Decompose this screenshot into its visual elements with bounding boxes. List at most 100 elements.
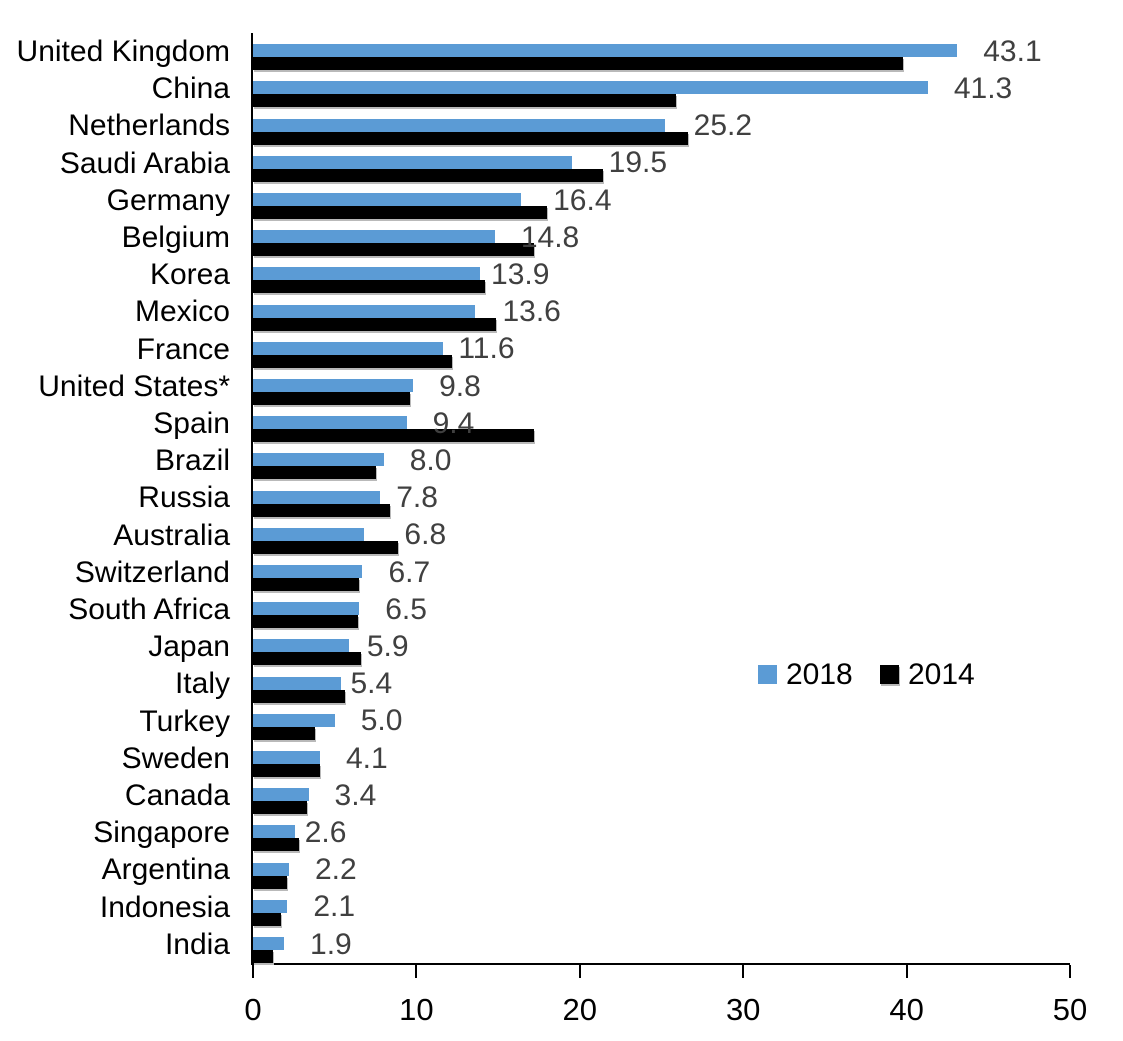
- category-label: Saudi Arabia: [59, 146, 230, 180]
- x-tick-label: 10: [399, 992, 434, 1027]
- legend-swatch-2014: [880, 665, 899, 684]
- category-label: Switzerland: [74, 555, 230, 589]
- category-label: Japan: [148, 630, 230, 664]
- value-label: 25.2: [693, 109, 753, 143]
- value-label: 6.8: [404, 518, 447, 552]
- bar-2014: [253, 838, 299, 852]
- category-label: Singapore: [93, 816, 230, 850]
- value-label: 11.6: [458, 332, 515, 366]
- value-label: 1.9: [310, 927, 352, 961]
- bar-2018: [253, 751, 320, 764]
- bar-2014: [253, 280, 486, 294]
- bar-2014: [253, 726, 316, 740]
- category-label: Mexico: [134, 295, 230, 329]
- value-label: 4.1: [345, 741, 388, 775]
- value-label: 6.5: [385, 592, 427, 626]
- category-label: Canada: [124, 779, 230, 812]
- legend-label-2014: 2014: [908, 658, 975, 691]
- x-axis-tick: [252, 965, 254, 978]
- value-label: 5.0: [360, 704, 403, 738]
- value-label: 13.9: [491, 257, 550, 291]
- bar-2018: [253, 639, 350, 653]
- value-label: 5.9: [366, 629, 409, 663]
- bar-2018: [253, 341, 443, 355]
- value-label: 16.4: [553, 183, 612, 217]
- category-label: China: [151, 72, 230, 106]
- category-label: Australia: [113, 518, 230, 552]
- value-label: 7.8: [396, 481, 438, 515]
- category-label: Brazil: [154, 444, 230, 478]
- bar-2014: [253, 875, 288, 889]
- bar-2018: [253, 527, 365, 541]
- bar-2018: [253, 44, 958, 58]
- x-axis-tick: [415, 965, 418, 978]
- category-label: Germany: [106, 183, 230, 217]
- bar-2014: [253, 801, 307, 815]
- bar-2014: [253, 131, 688, 145]
- bar-2018: [253, 862, 289, 876]
- value-label: 8.0: [409, 443, 452, 477]
- value-label: 6.7: [388, 555, 431, 589]
- bar-2018: [253, 416, 407, 430]
- category-label: Italy: [174, 667, 230, 701]
- bar-2018: [253, 565, 363, 578]
- bar-2014: [253, 503, 391, 517]
- bar-2014: [253, 168, 603, 182]
- value-label: 13.6: [502, 295, 561, 329]
- bar-2018: [253, 81, 928, 95]
- bar-2018: [253, 230, 495, 244]
- category-label: India: [164, 927, 230, 961]
- bar-2014: [253, 392, 410, 405]
- x-axis-tick: [742, 965, 745, 978]
- category-label: Argentina: [101, 853, 230, 887]
- x-tick-label: 40: [889, 992, 924, 1027]
- x-axis-tick: [1069, 965, 1071, 978]
- bar-2014: [253, 764, 320, 777]
- bar-2014: [253, 94, 677, 108]
- bar-2018: [253, 676, 342, 690]
- x-tick-label: 20: [562, 992, 598, 1027]
- legend-swatch-2018: [758, 665, 777, 684]
- bar-2014: [253, 950, 273, 963]
- value-label: 19.5: [608, 146, 668, 180]
- value-label: 3.4: [334, 778, 377, 812]
- category-label: United Kingdom: [16, 35, 230, 68]
- y-axis-line: [251, 33, 253, 965]
- bar-2014: [253, 652, 361, 666]
- bar-2014: [253, 206, 548, 219]
- category-label: Spain: [153, 407, 230, 440]
- bar-2018: [253, 713, 335, 727]
- value-label: 9.8: [439, 369, 481, 403]
- bar-2014: [253, 243, 535, 257]
- bar-2018: [253, 193, 521, 206]
- x-axis-line: [251, 963, 1070, 965]
- x-tick-label: 0: [244, 992, 262, 1027]
- value-label: 9.4: [432, 406, 475, 440]
- bar-2014: [253, 689, 345, 703]
- x-axis-tick: [578, 965, 581, 978]
- value-label: 41.3: [953, 71, 1013, 105]
- bar-2018: [253, 788, 309, 802]
- bar-2014: [253, 578, 360, 591]
- category-label: Indonesia: [99, 890, 230, 924]
- category-label: Sweden: [121, 741, 230, 775]
- value-label: 2.2: [314, 853, 357, 887]
- bar-2014: [253, 912, 281, 926]
- bar-2018: [253, 937, 285, 950]
- bar-2018: [253, 155, 572, 169]
- category-label: Turkey: [139, 704, 230, 738]
- bar-2014: [253, 57, 904, 71]
- bar-2014: [253, 354, 453, 368]
- category-label: South Africa: [68, 593, 230, 626]
- bar-2018: [253, 899, 288, 913]
- value-label: 2.1: [313, 890, 356, 924]
- category-label: Korea: [149, 258, 230, 292]
- bar-2018: [253, 490, 381, 504]
- x-tick-label: 30: [725, 992, 761, 1027]
- value-label: 14.8: [520, 220, 580, 254]
- category-label: United States*: [38, 369, 230, 403]
- category-label: Russia: [138, 481, 230, 515]
- x-axis-tick: [905, 965, 908, 978]
- bar-2018: [253, 379, 414, 392]
